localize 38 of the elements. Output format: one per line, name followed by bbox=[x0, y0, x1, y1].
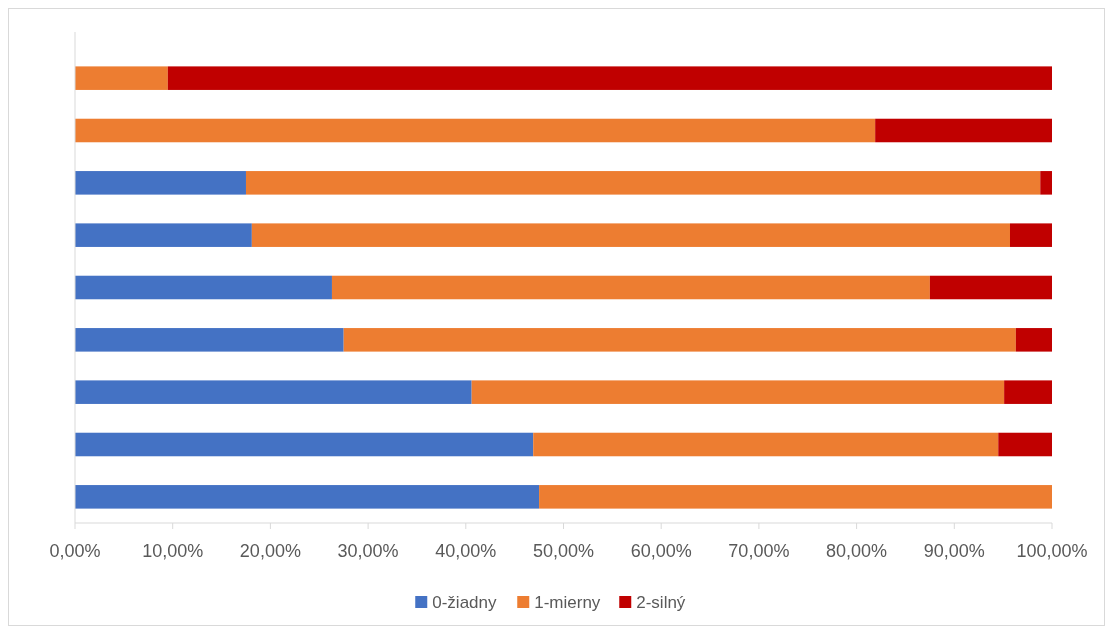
x-tick-label: 100,00% bbox=[1016, 541, 1088, 561]
x-tick-label: 50,00% bbox=[532, 541, 595, 561]
bar bbox=[1015, 328, 1052, 352]
bar bbox=[75, 328, 344, 352]
bar bbox=[167, 66, 1052, 90]
bar bbox=[539, 485, 1052, 509]
x-tick-label: 30,00% bbox=[337, 541, 399, 561]
bar bbox=[75, 66, 168, 90]
bar bbox=[471, 380, 1005, 404]
x-tick-label: 0,00% bbox=[49, 541, 101, 561]
x-tick-label: 20,00% bbox=[239, 541, 301, 561]
bar bbox=[1009, 223, 1052, 247]
legend-label: 0-žiadny bbox=[432, 593, 498, 612]
bar bbox=[75, 485, 540, 509]
bar bbox=[929, 275, 1052, 300]
bar bbox=[75, 432, 534, 457]
x-tick-label: 60,00% bbox=[630, 541, 692, 561]
bar bbox=[1004, 380, 1052, 404]
legend-label: 2-silný bbox=[636, 593, 686, 612]
bar bbox=[75, 171, 246, 195]
bar bbox=[75, 118, 876, 143]
bar bbox=[245, 171, 1041, 195]
x-tick-label: 90,00% bbox=[923, 541, 985, 561]
bar bbox=[343, 328, 1016, 352]
bar bbox=[75, 380, 472, 404]
bar bbox=[533, 432, 999, 457]
x-tick-label: 40,00% bbox=[435, 541, 497, 561]
legend-label: 1-mierny bbox=[534, 593, 601, 612]
bar bbox=[251, 223, 1010, 247]
x-tick-label: 80,00% bbox=[826, 541, 888, 561]
bar bbox=[331, 275, 930, 300]
x-tick-label: 70,00% bbox=[728, 541, 790, 561]
x-tick-label: 10,00% bbox=[142, 541, 204, 561]
bar bbox=[1040, 171, 1052, 195]
bar bbox=[75, 275, 332, 300]
bar bbox=[75, 223, 252, 247]
bar bbox=[875, 118, 1052, 143]
bar bbox=[998, 432, 1052, 457]
